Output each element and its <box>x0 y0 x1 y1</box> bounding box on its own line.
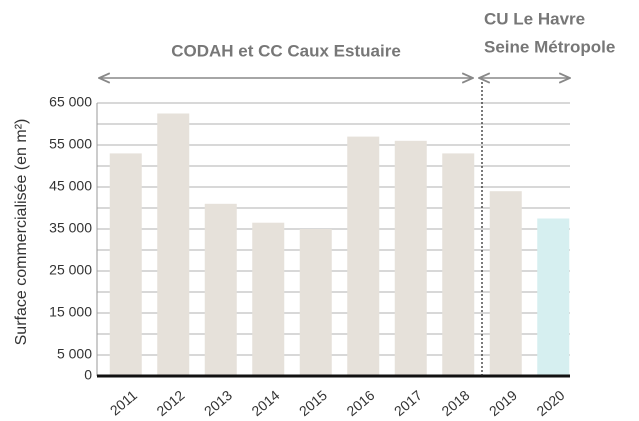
y-axis-label: Surface commercialisée (en m²) <box>13 119 30 346</box>
x-tick-label: 2016 <box>343 387 377 419</box>
bar <box>537 218 570 376</box>
bar <box>204 203 237 376</box>
x-tick-label: 2013 <box>201 387 235 419</box>
x-tick-label: 2017 <box>391 387 425 419</box>
x-tick-label: 2014 <box>248 387 282 419</box>
annotation: CODAH et CC Caux Estuaire <box>171 41 401 60</box>
bar <box>252 222 285 376</box>
x-tick-label: 2019 <box>486 387 520 419</box>
annotation: Seine Métropole <box>484 37 615 56</box>
y-tick-label: 45 000 <box>49 178 92 194</box>
bar <box>442 153 475 376</box>
bar <box>347 136 380 376</box>
x-tick-label: 2015 <box>296 387 330 419</box>
y-tick-label: 55 000 <box>49 136 92 152</box>
y-tick-label: 15 000 <box>49 304 92 320</box>
bar <box>489 191 522 376</box>
bar <box>394 140 427 376</box>
x-tick-label: 2018 <box>438 387 472 419</box>
y-tick-label: 25 000 <box>49 262 92 278</box>
y-tick-label: 5 000 <box>57 346 92 362</box>
annotation: CU Le Havre <box>484 9 585 28</box>
bar <box>299 229 332 376</box>
y-tick-label: 65 000 <box>49 94 92 110</box>
x-tick-label: 2011 <box>107 387 141 419</box>
bar <box>109 153 142 376</box>
y-tick-label: 0 <box>84 367 92 383</box>
y-tick-label: 35 000 <box>49 220 92 236</box>
x-tick-label: 2020 <box>533 387 567 419</box>
bar <box>157 113 190 376</box>
x-tick-label: 2012 <box>153 387 187 419</box>
